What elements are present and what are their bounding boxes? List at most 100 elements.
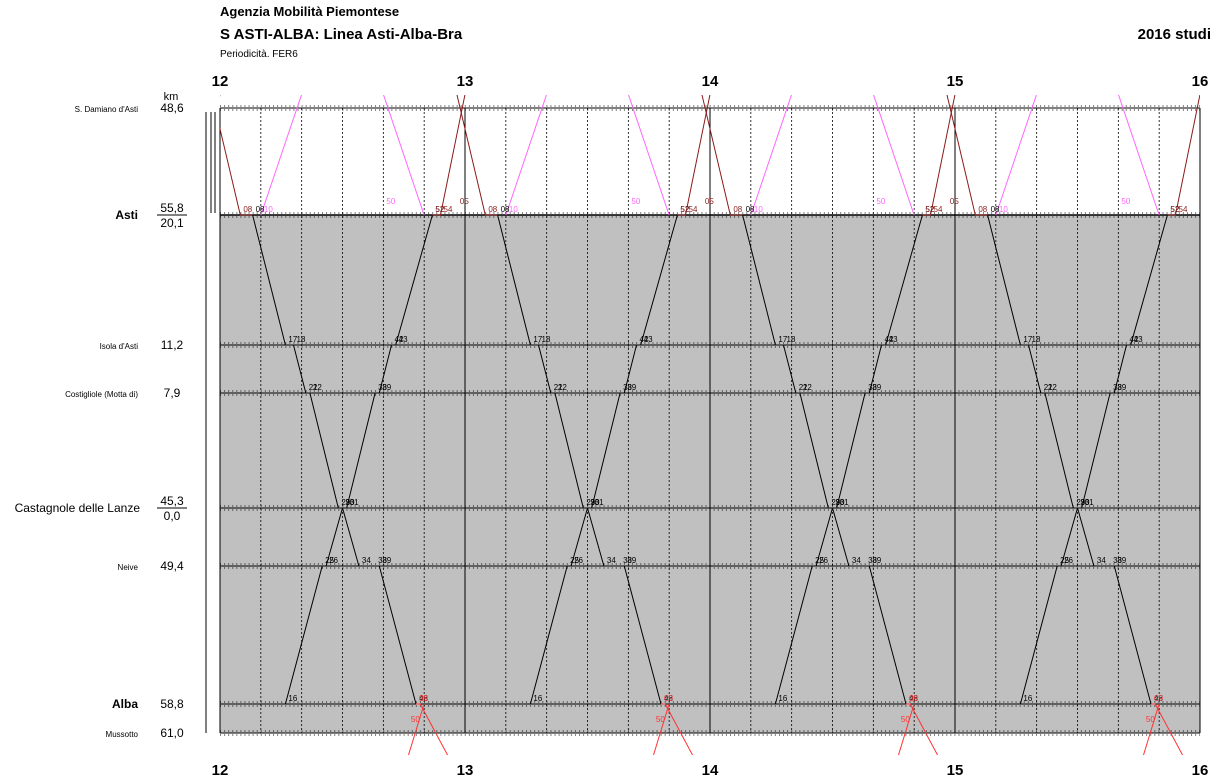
train-path	[456, 95, 498, 216]
minute-label: 54	[689, 205, 698, 214]
minute-label: 26	[574, 556, 583, 565]
minute-label: 16	[288, 694, 297, 703]
train-path	[8, 215, 171, 704]
train-path	[652, 703, 670, 755]
train-path	[750, 95, 792, 216]
station-km: 48,6	[160, 101, 184, 115]
train-path	[497, 214, 662, 705]
train-path	[432, 95, 466, 216]
hour-label-bottom: 15	[947, 762, 964, 779]
train-path	[995, 95, 1037, 216]
minute-label: 42	[885, 335, 894, 344]
station-name: Isola d'Asti	[100, 342, 139, 351]
minute-label: 17	[533, 335, 542, 344]
minute-label: 30	[591, 498, 600, 507]
minute-label: 08	[501, 205, 510, 214]
minute-label: 39	[627, 556, 636, 565]
minute-label: 22	[558, 383, 567, 392]
minute-label: 18	[1032, 335, 1041, 344]
minute-label: 31	[595, 498, 604, 507]
minute-label: 25	[570, 556, 579, 565]
minute-label: 34	[607, 556, 616, 565]
minute-label: 30	[346, 498, 355, 507]
train-path	[897, 703, 915, 755]
minute-label: 38	[623, 556, 632, 565]
minute-label: 39	[627, 383, 636, 392]
station-km: 61,0	[160, 726, 184, 740]
station-km: 0,0	[164, 509, 181, 523]
minute-label: 25	[815, 556, 824, 565]
minute-label: 42	[640, 335, 649, 344]
chart-title: S ASTI-ALBA: Linea Asti-Alba-Bra	[220, 26, 463, 43]
train-path	[1019, 214, 1168, 705]
station-km: 7,9	[164, 386, 181, 400]
train-path	[252, 214, 417, 705]
km-label: km	[164, 91, 179, 103]
station-km: 55,8	[160, 201, 184, 215]
minute-label: 05	[705, 197, 714, 206]
minute-label: 30	[836, 498, 845, 507]
station-km: 20,1	[160, 216, 184, 230]
minute-label: 52	[1170, 205, 1179, 214]
minute-label: 31	[1085, 498, 1094, 507]
minute-label: 50	[411, 715, 420, 724]
minute-label: 18	[542, 335, 551, 344]
minute-label: 30	[1081, 498, 1090, 507]
minute-label: 34	[1097, 556, 1106, 565]
minute-label: 38	[1113, 556, 1122, 565]
minute-label: 10	[754, 205, 763, 214]
minute-label: 43	[644, 335, 653, 344]
minute-label: 50	[1146, 715, 1155, 724]
minute-label: 38	[378, 383, 387, 392]
minute-label: 52	[680, 205, 689, 214]
train-path	[677, 95, 711, 216]
minute-label: 09	[664, 694, 673, 703]
hour-label-top: 15	[947, 73, 964, 90]
minute-label: 52	[1170, 205, 1179, 214]
station-name: Asti	[115, 208, 138, 222]
minute-label: 52	[925, 205, 934, 214]
train-path	[1151, 703, 1184, 755]
minute-label: 21	[1044, 383, 1053, 392]
train-path	[946, 95, 988, 216]
minute-label: 25	[325, 556, 334, 565]
train-path	[701, 95, 743, 216]
train-path	[742, 214, 907, 705]
minute-label: 39	[872, 556, 881, 565]
train-path	[628, 95, 670, 216]
minute-label: 39	[382, 383, 391, 392]
minute-label: 09	[419, 694, 428, 703]
train-path	[40, 215, 187, 704]
minute-label: 34	[362, 556, 371, 565]
minute-label: 43	[889, 335, 898, 344]
minute-label: 21	[554, 383, 563, 392]
minute-label: 05	[460, 197, 469, 206]
station-name: Castagnole delle Lanze	[15, 501, 141, 515]
hour-label-bottom: 12	[212, 762, 229, 779]
station-km: 11,2	[161, 338, 184, 352]
minute-label: 30	[1081, 498, 1090, 507]
minute-label: 29	[586, 498, 595, 507]
minute-label: 08	[488, 205, 497, 214]
train-path	[383, 95, 425, 216]
minute-label: 30	[836, 498, 845, 507]
train-path	[284, 214, 433, 705]
train-path	[0, 95, 8, 216]
hour-label-top: 12	[212, 73, 229, 90]
minute-label: 30	[346, 498, 355, 507]
minute-label: 09	[909, 694, 918, 703]
minute-label: 38	[868, 383, 877, 392]
train-path	[1142, 703, 1160, 755]
minute-label: 09	[1154, 694, 1163, 703]
minute-label: 08	[991, 205, 1000, 214]
minute-label: 52	[925, 205, 934, 214]
minute-label: 17	[288, 335, 297, 344]
train-path	[774, 214, 923, 705]
minute-label: 38	[1113, 383, 1122, 392]
hour-label-bottom: 13	[457, 762, 474, 779]
station-km: 58,8	[160, 697, 184, 711]
minute-label: 43	[1134, 335, 1143, 344]
minute-label: 39	[872, 383, 881, 392]
station-name: Neive	[118, 563, 139, 572]
